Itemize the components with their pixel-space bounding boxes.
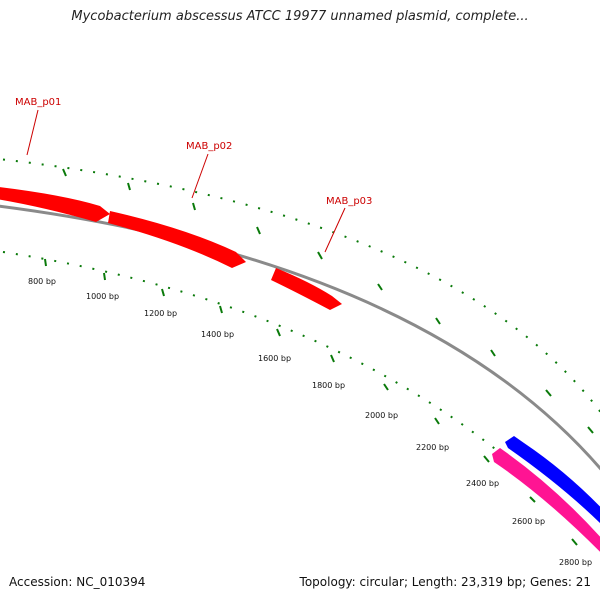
accession-label: Accession: NC_010394 (9, 575, 146, 589)
gene-label-leader (26, 109, 39, 156)
tick-label: 1400 bp (201, 330, 234, 339)
inner-major-tick (571, 538, 578, 546)
inner-tick-ring (0, 250, 600, 550)
tick-label: 1000 bp (86, 292, 119, 301)
outer-major-tick (192, 202, 196, 211)
summary-label: Topology: circular; Length: 23,319 bp; G… (299, 575, 591, 589)
outer-tick-ring (0, 158, 600, 434)
tick-label: 800 bp (28, 277, 56, 286)
outer-major-tick (317, 251, 323, 260)
gene-label: MAB_p02 (186, 141, 232, 152)
tick-label: 2600 bp (512, 517, 545, 526)
tick-label: 1200 bp (144, 309, 177, 318)
inner-major-tick (483, 455, 490, 463)
inner-major-tick (383, 383, 389, 391)
tick-label: 2800 bp (559, 558, 592, 567)
outer-major-tick (545, 389, 552, 397)
inner-major-tick (161, 288, 165, 297)
inner-major-tick (103, 272, 106, 281)
inner-major-tick (276, 328, 281, 337)
tick-label: 1800 bp (312, 381, 345, 390)
gene-mab-p02[interactable] (108, 211, 246, 268)
gene-mab-p01[interactable] (0, 186, 110, 222)
outer-major-tick (490, 349, 496, 357)
outer-major-tick (587, 426, 594, 434)
tick-label: 2000 bp (365, 411, 398, 420)
gene-label-leader (191, 153, 209, 199)
tick-label: 2200 bp (416, 443, 449, 452)
gene-label-layer: MAB_p01 MAB_p02 MAB_p03 (15, 97, 372, 207)
inner-major-tick (330, 354, 335, 363)
gene-blue[interactable] (505, 436, 600, 533)
tick-label: 2400 bp (466, 479, 499, 488)
outer-major-tick (62, 168, 67, 177)
inner-major-tick (44, 258, 47, 267)
map-title: Mycobacterium abscessus ATCC 19977 unnam… (71, 9, 529, 24)
outer-major-tick (435, 317, 441, 325)
gene-pink[interactable] (492, 448, 600, 562)
outer-major-tick (256, 226, 261, 235)
gene-mab-p03[interactable] (271, 268, 342, 310)
inner-major-tick (529, 496, 536, 503)
plasmid-backbone (0, 204, 600, 471)
tick-label: 1600 bp (258, 354, 291, 363)
inner-major-tick (219, 305, 223, 314)
gene-label-leader (324, 207, 346, 253)
tick-label-layer: 800 bp 1000 bp 1200 bp 1400 bp 1600 bp 1800 b… (28, 277, 592, 567)
outer-major-tick (127, 182, 131, 191)
outer-major-tick (377, 283, 383, 291)
gene-label: MAB_p03 (326, 196, 372, 207)
gene-label: MAB_p01 (15, 97, 61, 108)
inner-major-tick (434, 417, 440, 425)
